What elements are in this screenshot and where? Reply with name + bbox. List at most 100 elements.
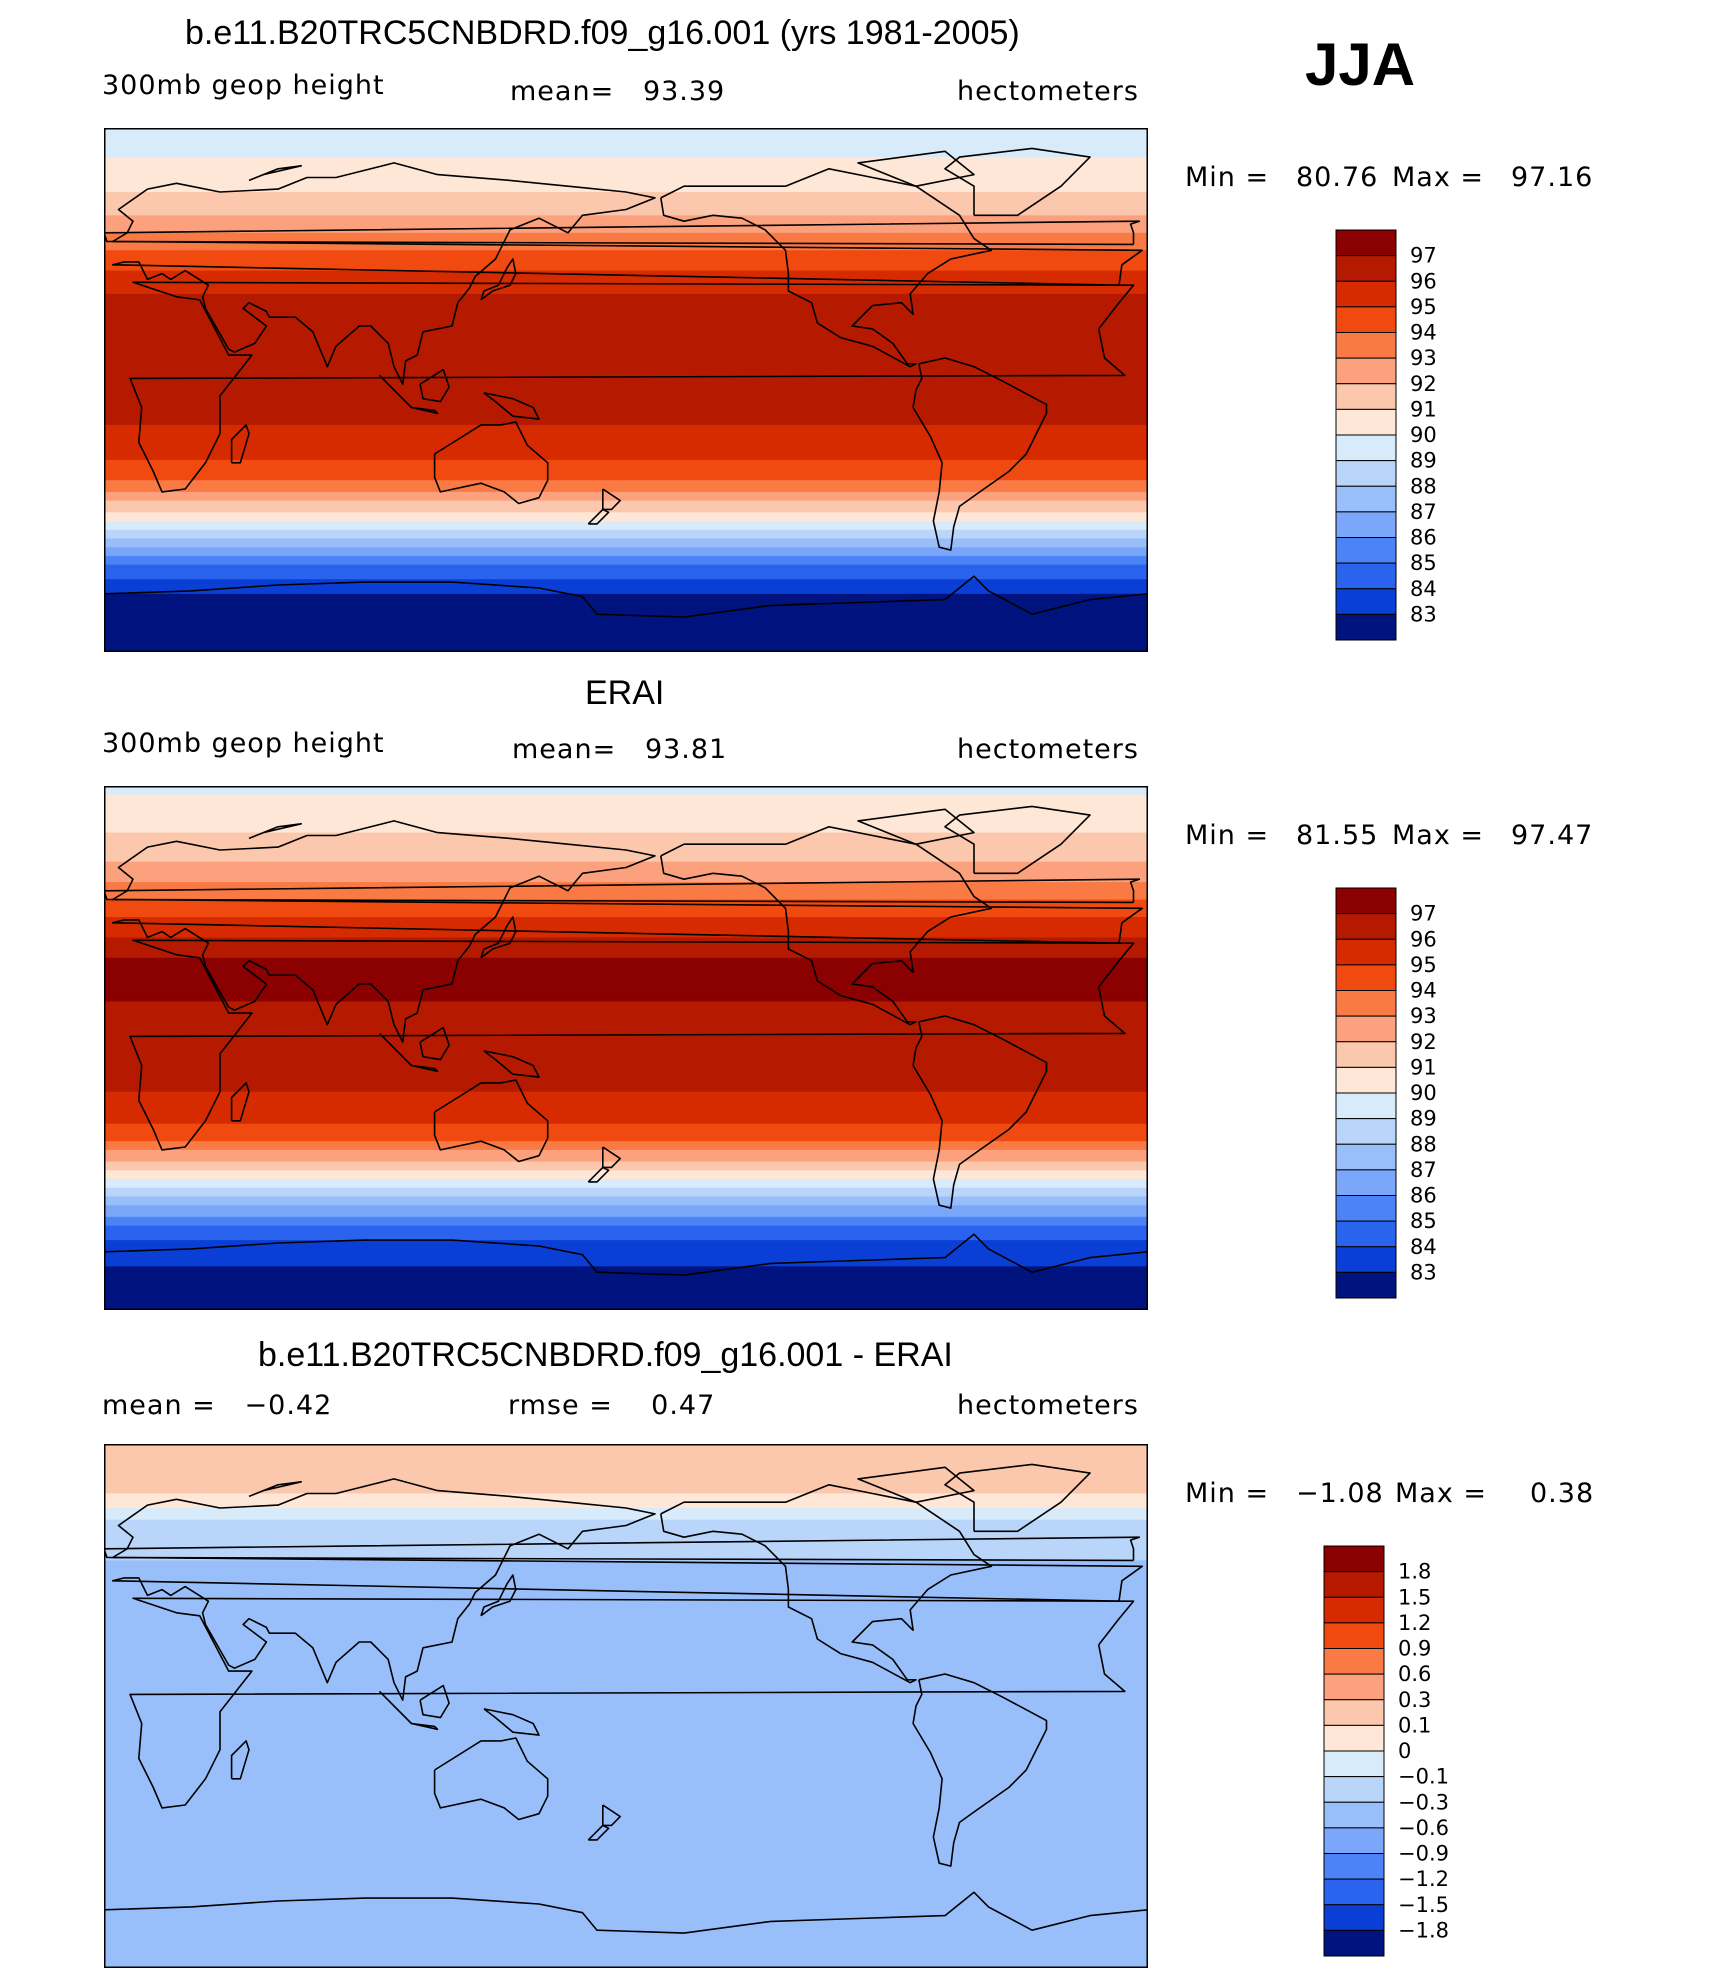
- contour-band: [104, 442, 1148, 446]
- contour-band: [104, 1237, 1148, 1241]
- contour-band: [104, 553, 1148, 557]
- contour-band: [104, 494, 1148, 499]
- contour-band: [104, 1609, 1148, 1614]
- contour-band: [104, 1647, 1148, 1652]
- contour-band: [104, 288, 1148, 292]
- contour-band: [104, 331, 1148, 336]
- contour-band: [104, 192, 1148, 196]
- contour-band: [104, 850, 1148, 854]
- contour-band: [104, 1577, 1148, 1582]
- contour-band: [104, 1575, 1148, 1579]
- contour-band: [104, 803, 1148, 807]
- contour-band: [104, 197, 1148, 202]
- contour-band: [104, 963, 1148, 968]
- contour-band: [104, 346, 1148, 350]
- colorbar-swatch: [1335, 511, 1397, 539]
- coastline: [433, 1079, 549, 1163]
- contour-band: [104, 521, 1148, 525]
- contour-band: [104, 357, 1148, 362]
- contour-band: [104, 180, 1148, 184]
- contour-band: [104, 1260, 1148, 1265]
- colorbar-tick-label: 84: [1410, 1235, 1437, 1259]
- contour-band: [104, 1117, 1148, 1122]
- coastline: [601, 1146, 622, 1169]
- contour-band: [104, 189, 1148, 193]
- contour-band: [104, 1717, 1148, 1722]
- contour-band: [104, 1499, 1148, 1503]
- contour-band: [104, 1595, 1148, 1599]
- contour-band: [104, 1065, 1148, 1069]
- contour-band: [104, 468, 1148, 473]
- coastline: [480, 1574, 517, 1617]
- contour-band: [104, 1871, 1148, 1876]
- contour-band: [104, 1097, 1148, 1101]
- contour-band: [104, 989, 1148, 994]
- contour-band: [104, 914, 1148, 918]
- contour-band: [104, 1088, 1148, 1093]
- contour-band: [104, 1845, 1148, 1850]
- contour-band: [104, 1784, 1148, 1789]
- colorbar-swatch: [1335, 1118, 1397, 1145]
- contour-band: [104, 430, 1148, 435]
- coastline: [912, 1015, 1048, 1209]
- colorbar-swatch: [1335, 280, 1397, 308]
- contour-band: [104, 1481, 1148, 1486]
- contour-band: [104, 1834, 1148, 1838]
- coastline: [378, 374, 413, 409]
- contour-band: [104, 1231, 1148, 1235]
- contour-band: [104, 1126, 1148, 1131]
- contour-band: [104, 1452, 1148, 1457]
- contour-band: [104, 1062, 1148, 1067]
- contour-band: [104, 1487, 1148, 1492]
- contour-band: [104, 946, 1148, 950]
- contour-band: [104, 436, 1148, 441]
- contour-band: [104, 1793, 1148, 1797]
- contour-band: [104, 1135, 1148, 1139]
- contour-band: [104, 395, 1148, 400]
- contour-band: [104, 151, 1148, 155]
- contour-band: [104, 224, 1148, 228]
- contour-band: [104, 340, 1148, 345]
- panel-3-units-label: hectometers: [957, 1390, 1139, 1421]
- contour-band: [104, 1001, 1148, 1005]
- contour-band: [104, 934, 1148, 938]
- contour-band: [104, 1799, 1148, 1803]
- season-label: JJA: [1305, 31, 1416, 98]
- contour-band: [104, 1179, 1148, 1183]
- contour-band: [104, 270, 1148, 275]
- colorbar-swatch: [1323, 1904, 1385, 1931]
- contour-band: [104, 532, 1148, 537]
- coastline: [104, 575, 1148, 618]
- panel-1-max-value: 97.16: [1511, 162, 1594, 193]
- coastline: [129, 1597, 1135, 1809]
- map-frame: [104, 786, 1148, 1310]
- coastline: [111, 820, 1143, 1044]
- colorbar-tick-label: 0.1: [1398, 1713, 1431, 1737]
- coastline: [419, 1026, 450, 1061]
- contour-band: [104, 1572, 1148, 1576]
- contour-band: [104, 905, 1148, 909]
- contour-band: [104, 1778, 1148, 1783]
- contour-band: [104, 1767, 1148, 1771]
- contour-band: [104, 1199, 1148, 1203]
- contour-band: [104, 1636, 1148, 1640]
- contour-band: [104, 427, 1148, 432]
- colorbar-swatch: [1335, 990, 1397, 1017]
- contour-band: [104, 261, 1148, 266]
- contour-band: [104, 1205, 1148, 1209]
- contour-band: [104, 1592, 1148, 1596]
- contour-band: [104, 483, 1148, 487]
- contour-band: [104, 1828, 1148, 1832]
- contour-band: [104, 1455, 1148, 1460]
- contour-band: [104, 1563, 1148, 1567]
- contour-band: [104, 587, 1148, 592]
- contour-band: [104, 628, 1148, 633]
- colorbar-swatch: [1335, 1271, 1397, 1299]
- contour-band: [104, 788, 1148, 793]
- contour-band: [104, 1496, 1148, 1500]
- contour-band: [104, 1193, 1148, 1198]
- contour-band: [104, 413, 1148, 417]
- colorbar-tick-label: 96: [1410, 269, 1437, 293]
- contour-band: [104, 328, 1148, 333]
- panel-2-max-value: 97.47: [1511, 820, 1594, 851]
